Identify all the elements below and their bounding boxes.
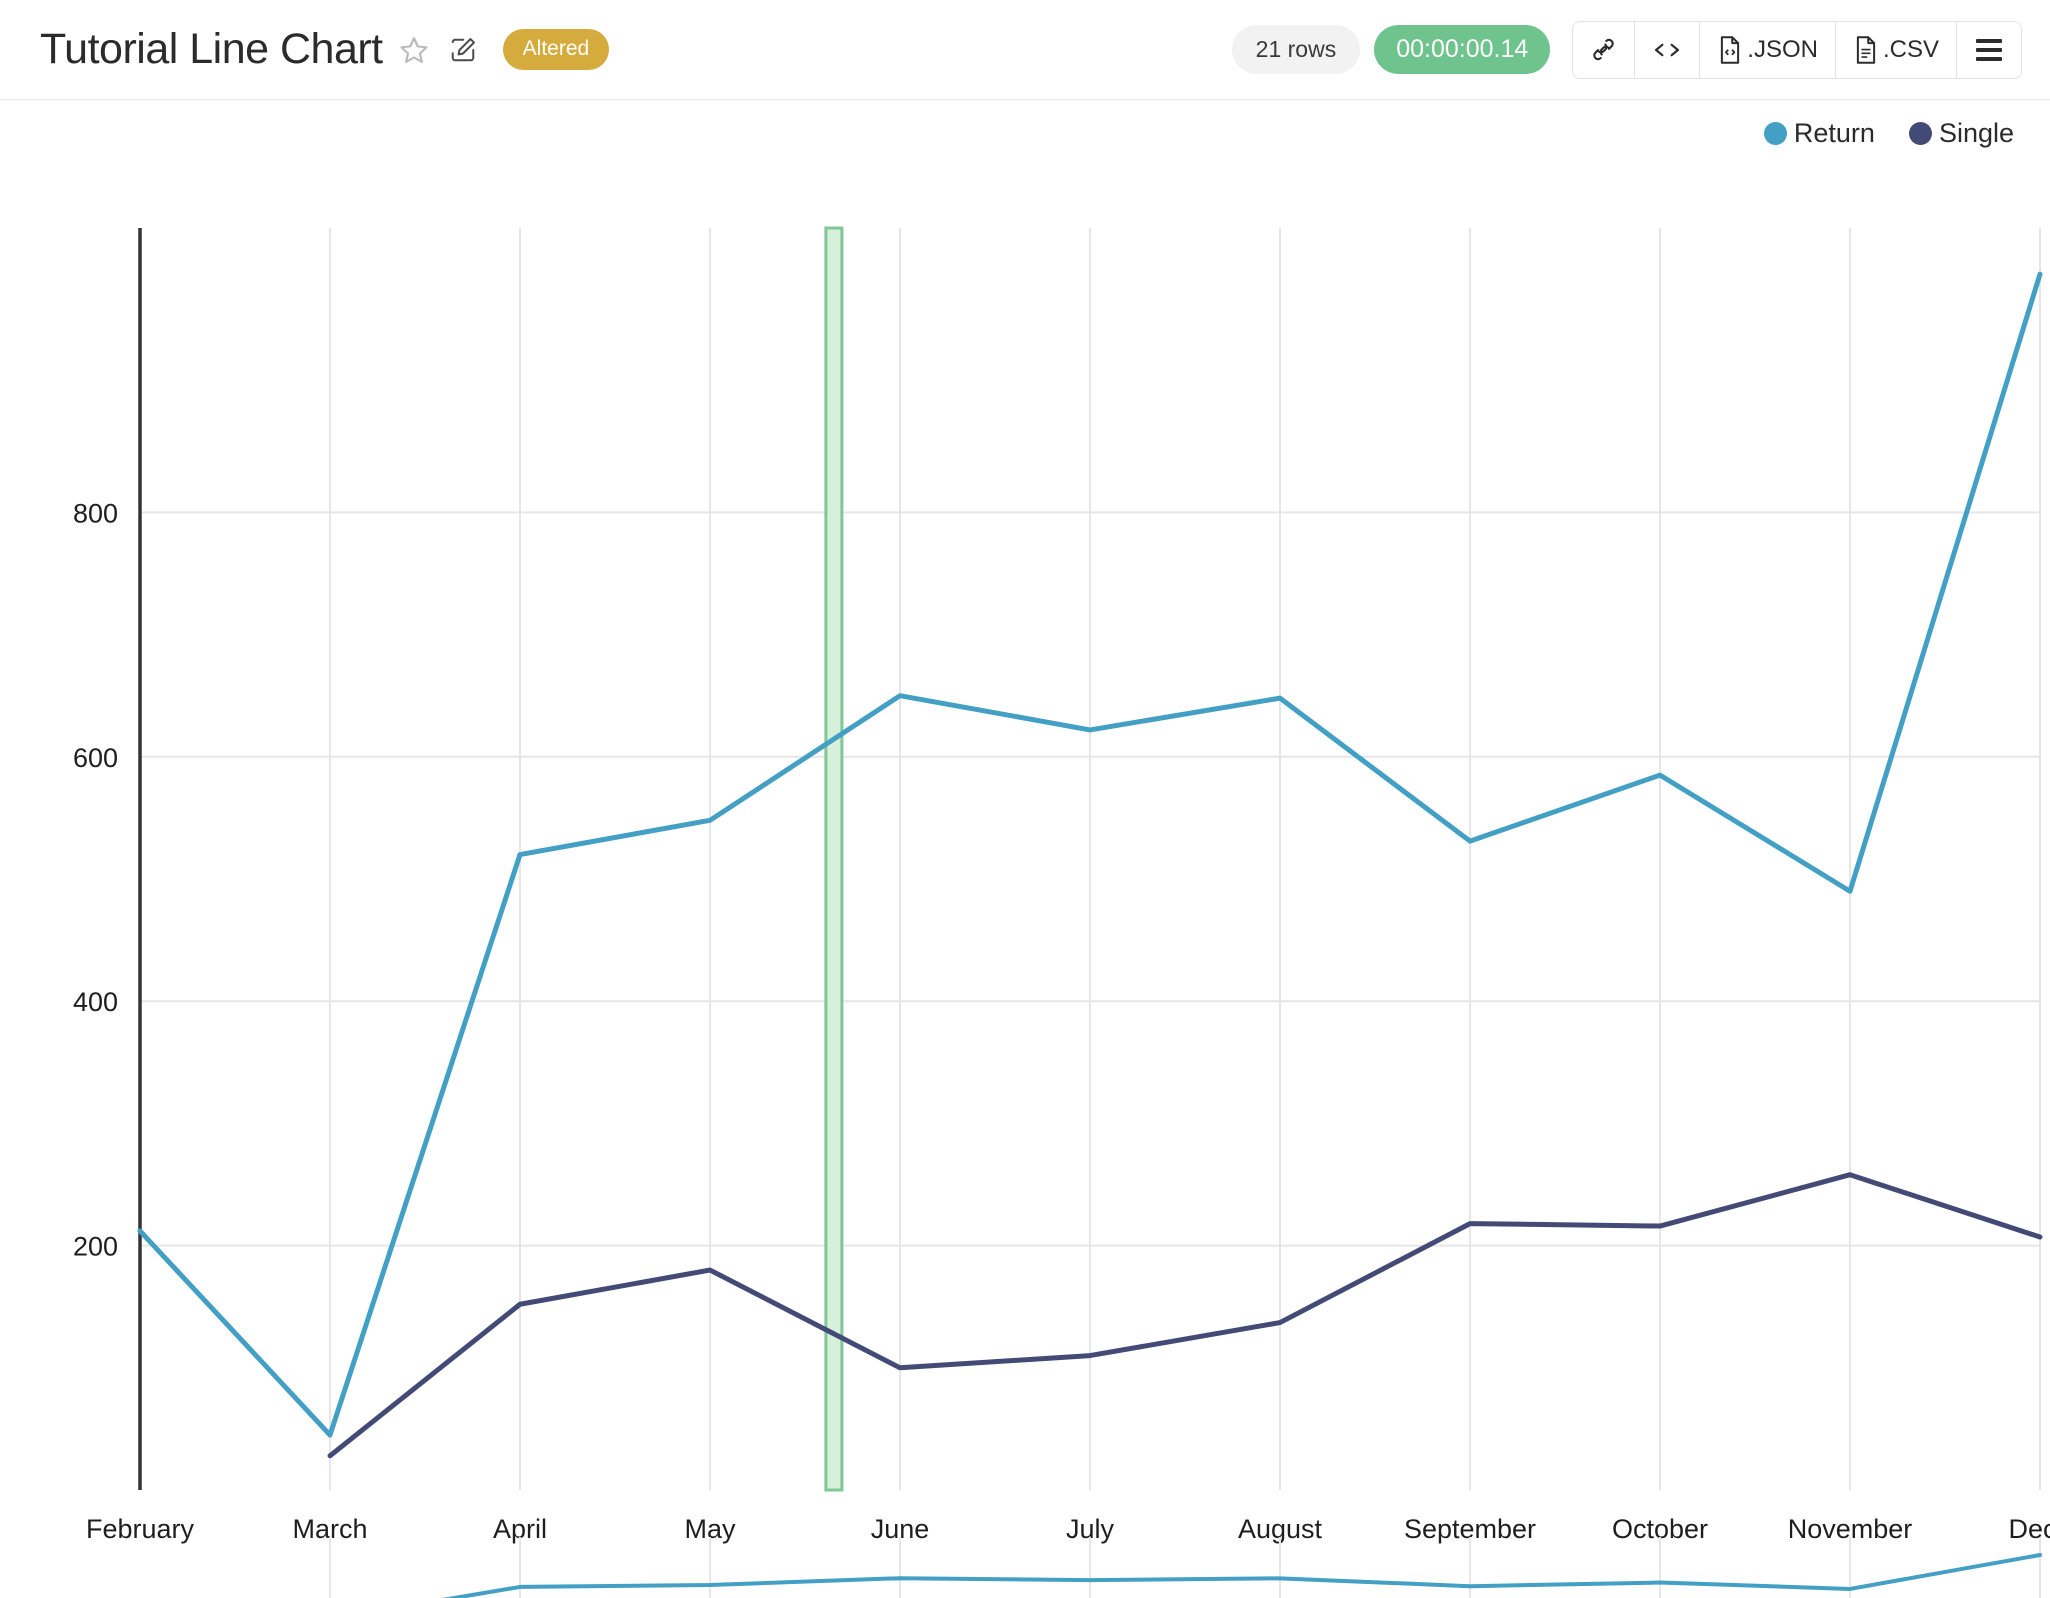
- status-badge-altered: Altered: [502, 29, 610, 70]
- file-csv-icon: [1856, 35, 1876, 64]
- svg-text:200: 200: [73, 1232, 118, 1262]
- legend-item-single[interactable]: Single: [1908, 118, 2014, 149]
- svg-text:February: February: [86, 1514, 195, 1544]
- hamburger-icon: [1976, 38, 2002, 61]
- series-lines: [137, 271, 2043, 1459]
- svg-text:800: 800: [73, 498, 118, 528]
- link-icon: [1593, 38, 1615, 61]
- svg-text:600: 600: [73, 743, 118, 773]
- menu-icon-button[interactable]: [1957, 21, 2021, 78]
- overview-grid: [329, 1537, 2041, 1598]
- svg-text:400: 400: [73, 987, 118, 1017]
- x-axis-ticks: February March April May June July August Septe…: [86, 1514, 2050, 1544]
- legend-label-single: Single: [1938, 118, 2014, 148]
- selection-band[interactable]: [824, 226, 844, 1492]
- row-count-badge: 21 rows: [1231, 25, 1361, 74]
- y-axis-ticks: 200 400 600 800: [73, 498, 118, 1261]
- chart-container: Return Single 200 400 600 800 February March…: [0, 100, 2050, 1598]
- chart-legend: Return Single: [1763, 118, 2014, 149]
- edit-pencil-icon[interactable]: [449, 36, 477, 64]
- app-header: Tutorial Line Chart Altered 21 rows 00:0…: [0, 0, 2050, 100]
- code-icon-button[interactable]: [1635, 21, 1701, 78]
- json-export-label: .JSON: [1747, 35, 1818, 63]
- legend-dot-single: [1908, 122, 1932, 145]
- legend-item-return[interactable]: Return: [1763, 118, 1875, 149]
- star-icon-svg: [400, 36, 428, 63]
- line-chart-svg[interactable]: 200 400 600 800 February March April May June Ju…: [0, 100, 2050, 1598]
- page-title: Tutorial Line Chart: [40, 25, 383, 73]
- legend-label-return: Return: [1793, 118, 1875, 148]
- query-timer-badge: 00:00:00.14: [1374, 25, 1551, 74]
- code-icon: [1655, 43, 1680, 56]
- file-json-icon: [1721, 35, 1740, 64]
- toolbar-button-group: .JSON .CSV: [1572, 20, 2022, 79]
- edit-pencil-icon-svg: [451, 37, 475, 61]
- grid-lines: [140, 228, 2041, 1490]
- header-toolbar: 21 rows 00:00:00.14: [1231, 20, 2022, 79]
- link-icon-button[interactable]: [1573, 21, 1636, 78]
- title-group: Tutorial Line Chart Altered: [40, 25, 610, 74]
- star-icon[interactable]: [399, 35, 429, 65]
- json-export-button[interactable]: .JSON: [1700, 21, 1836, 78]
- csv-export-button[interactable]: .CSV: [1835, 21, 1957, 78]
- csv-export-label: .CSV: [1882, 35, 1939, 63]
- svg-text:Dece: Dece: [2008, 1514, 2050, 1544]
- legend-dot-return: [1763, 122, 1787, 145]
